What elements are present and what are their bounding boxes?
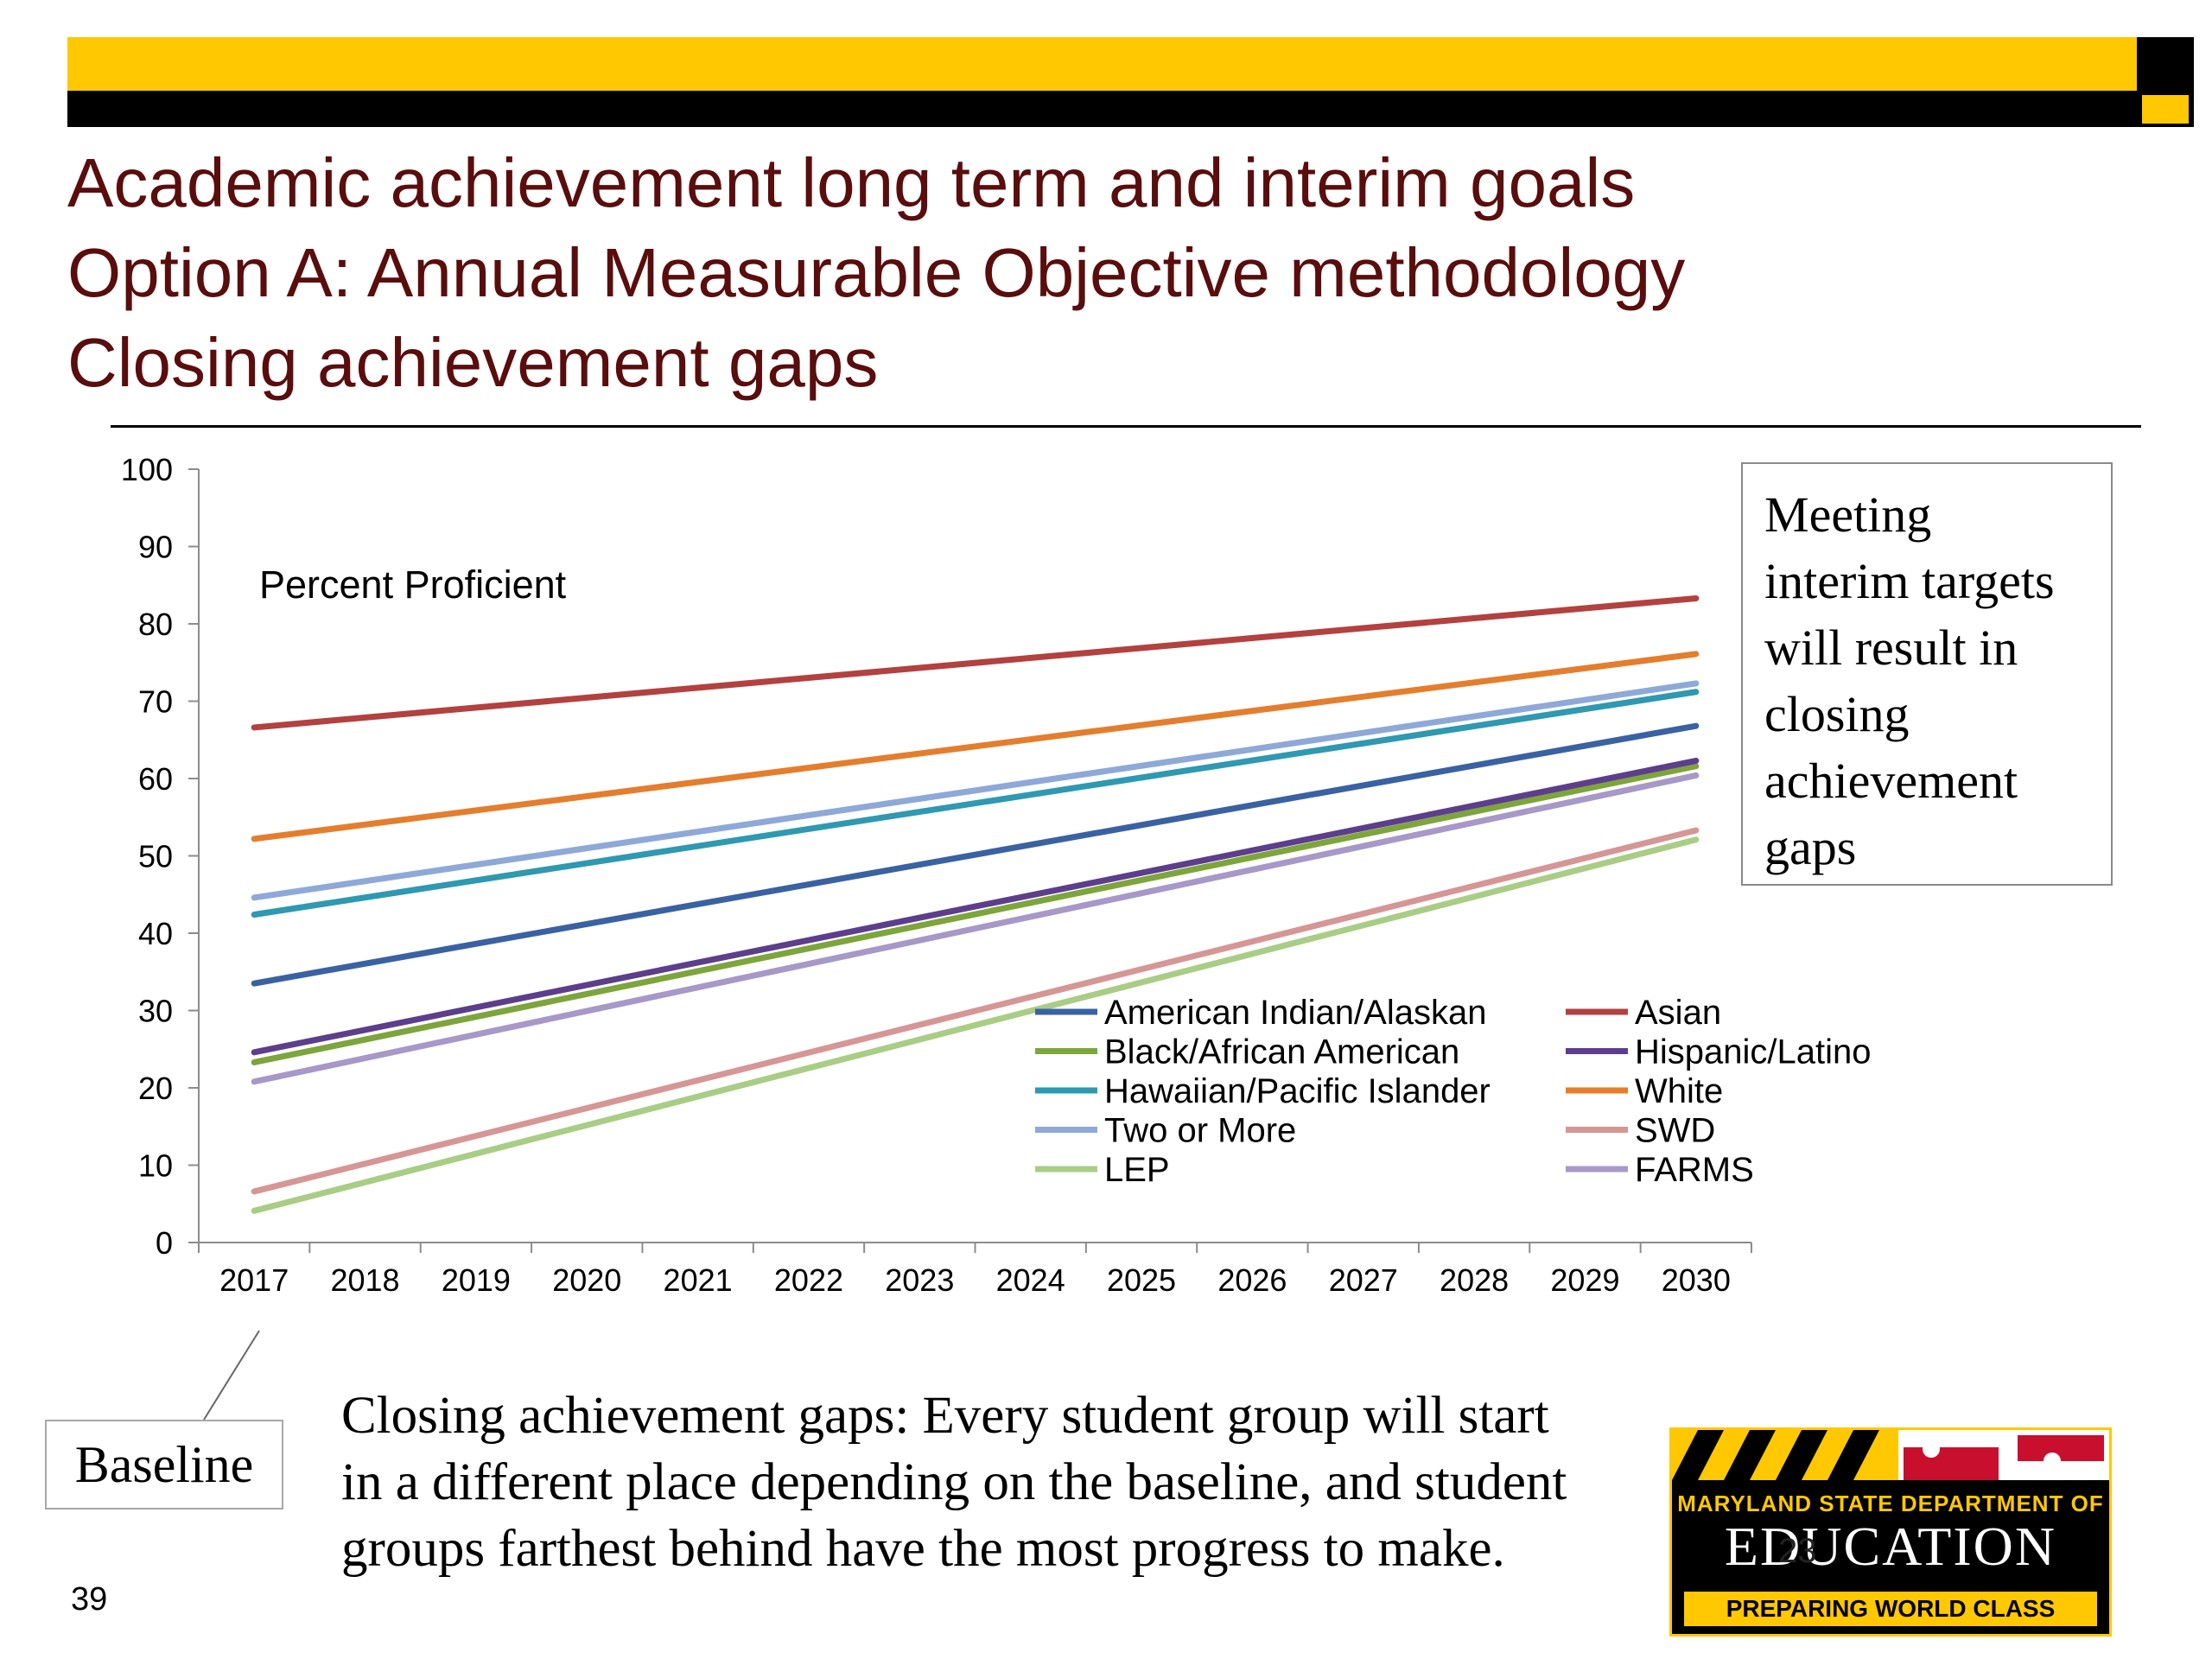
- chart-series-lines: [251, 594, 1700, 1214]
- legend-label: SWD: [1635, 1112, 1715, 1150]
- y-tick-label: 0: [156, 1225, 173, 1261]
- x-tick-label: 2021: [664, 1262, 733, 1298]
- chart-title: Percent Proficient: [259, 563, 567, 607]
- header-accent-bar: [67, 37, 2137, 91]
- legend-label: FARMS: [1635, 1151, 1754, 1189]
- logo-tagline: PREPARING WORLD CLASS STUDENTS: [1684, 1592, 2097, 1634]
- callout-box: Meeting interim targets will result in c…: [1741, 462, 2113, 886]
- callout-line-1: Meeting: [1764, 486, 1932, 543]
- x-tick-label: 2030: [1662, 1262, 1731, 1298]
- y-tick-label: 20: [138, 1071, 173, 1106]
- y-tick-label: 80: [138, 607, 173, 642]
- title-divider: [111, 425, 2141, 428]
- slide-title: Academic achievement long term and inter…: [67, 138, 1685, 408]
- x-tick-label: 2018: [330, 1262, 399, 1298]
- y-tick-label: 30: [138, 994, 173, 1029]
- x-tick-label: 2027: [1329, 1262, 1398, 1298]
- y-tick-label: 70: [138, 684, 173, 720]
- y-tick-label: 10: [138, 1148, 173, 1184]
- series-line: [251, 763, 1700, 1065]
- y-tick-label: 60: [138, 761, 173, 797]
- footnote-line-3: groups farthest behind have the most pro…: [341, 1520, 1505, 1578]
- legend-label: Two or More: [1104, 1112, 1296, 1150]
- x-tick-label: 2029: [1550, 1262, 1619, 1298]
- x-tick-label: 2023: [885, 1262, 954, 1298]
- y-tick-label: 50: [138, 839, 173, 874]
- x-tick-label: 2024: [996, 1262, 1065, 1298]
- x-tick-label: 2028: [1440, 1262, 1509, 1298]
- callout-line-5: achievement: [1764, 753, 2018, 809]
- x-tick-label: 2019: [442, 1262, 511, 1298]
- x-tick-label: 2017: [219, 1262, 289, 1298]
- callout-line-2: interim targets: [1764, 553, 2055, 609]
- series-line: [251, 827, 1700, 1195]
- header-corner-accent: [2142, 95, 2189, 124]
- callout-line-6: gaps: [1764, 819, 1857, 875]
- maryland-flag-icon: [1672, 1430, 2109, 1480]
- series-line: [251, 689, 1700, 918]
- series-line: [251, 594, 1700, 731]
- page-number: 39: [71, 1581, 108, 1618]
- y-tick-label: 40: [138, 916, 173, 951]
- baseline-label: Baseline: [45, 1420, 283, 1510]
- legend-label: Asian: [1635, 994, 1721, 1032]
- slide-number-overlay: 23: [1778, 1532, 1817, 1570]
- x-tick-label: 2026: [1217, 1262, 1287, 1298]
- x-tick-label: 2025: [1107, 1262, 1176, 1298]
- title-line-2: Option A: Annual Measurable Objective me…: [67, 234, 1686, 311]
- legend-label: Hispanic/Latino: [1635, 1033, 1872, 1071]
- series-line: [251, 772, 1700, 1085]
- legend-label: Black/African American: [1104, 1033, 1459, 1071]
- callout-line-3: will result in: [1764, 620, 2018, 676]
- title-line-3: Closing achievement gaps: [67, 324, 879, 401]
- baseline-pointer-line: [203, 1330, 260, 1421]
- y-tick-label: 100: [121, 452, 173, 487]
- msde-logo: MARYLAND STATE DEPARTMENT OF EDUCATION P…: [1669, 1427, 2112, 1637]
- title-line-1: Academic achievement long term and inter…: [67, 144, 1636, 221]
- legend-label: American Indian/Alaskan: [1104, 994, 1486, 1032]
- footnote-text: Closing achievement gaps: Every student …: [341, 1382, 1672, 1582]
- header-black-bar: [67, 91, 2137, 127]
- x-tick-label: 2020: [552, 1262, 621, 1298]
- series-line: [251, 722, 1700, 987]
- legend-label: LEP: [1104, 1151, 1170, 1189]
- y-tick-label: 90: [138, 530, 173, 565]
- series-line: [251, 651, 1700, 842]
- footnote-line-1: Closing achievement gaps: Every student …: [341, 1387, 1549, 1445]
- series-line: [251, 680, 1700, 901]
- x-tick-label: 2022: [774, 1262, 843, 1298]
- logo-department-text: MARYLAND STATE DEPARTMENT OF: [1677, 1491, 2104, 1516]
- legend-label: Hawaiian/Pacific Islander: [1104, 1072, 1491, 1110]
- footnote-line-2: in a different place depending on the ba…: [341, 1453, 1567, 1511]
- series-line: [251, 836, 1700, 1214]
- logo-education-text: EDUCATION: [1724, 1516, 2057, 1577]
- callout-line-4: closing: [1764, 686, 1910, 742]
- series-line: [251, 757, 1700, 1056]
- chart-legend: American Indian/Alaskan Asian Black/Africa…: [1035, 994, 1872, 1189]
- legend-label: White: [1635, 1072, 1723, 1110]
